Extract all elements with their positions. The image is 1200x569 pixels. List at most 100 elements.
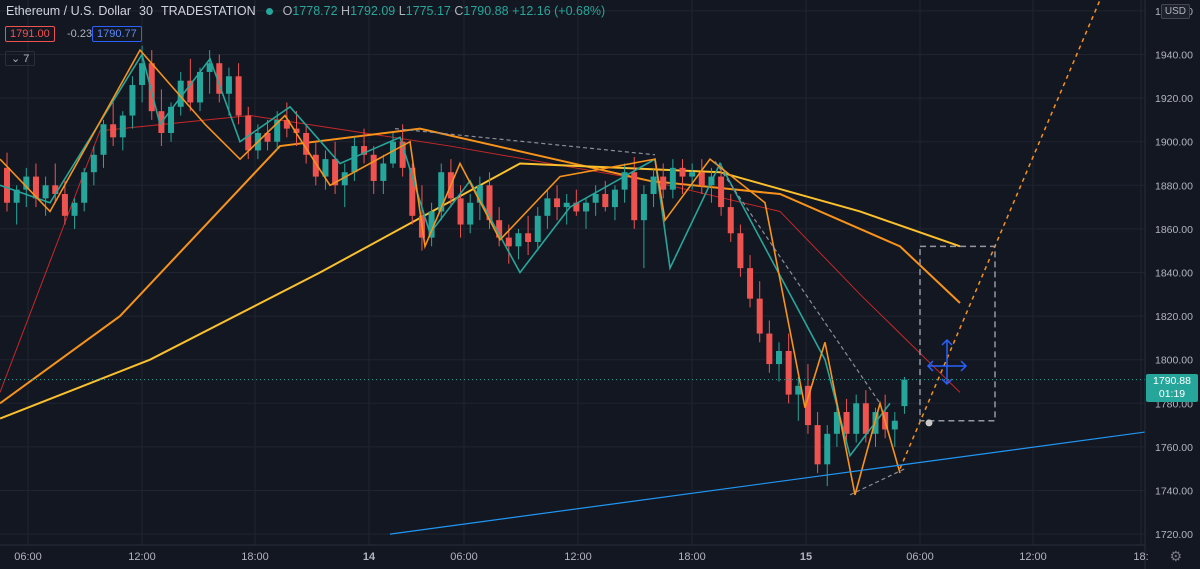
candle — [293, 111, 300, 147]
candle — [428, 202, 435, 247]
sell-price-button[interactable]: 1791.00 — [5, 26, 55, 42]
candle-body — [428, 211, 435, 238]
candle-body — [737, 233, 744, 269]
candle-body — [727, 207, 734, 234]
currency-button[interactable]: USD — [1160, 4, 1190, 19]
buy-price-button[interactable]: 1790.77 — [92, 26, 142, 42]
price-axis[interactable]: 1720.001740.001760.001780.001800.001820.… — [1144, 0, 1200, 569]
candle-body — [853, 403, 860, 434]
candle — [718, 163, 725, 216]
candle — [563, 194, 570, 225]
time-tick-label: 06:00 — [906, 551, 934, 563]
candle-body — [225, 76, 232, 94]
candle-body — [756, 298, 763, 334]
candle — [225, 67, 232, 116]
interval[interactable]: 30 — [139, 4, 153, 18]
drawing-tools[interactable] — [0, 0, 1149, 535]
time-tick-label: 06:00 — [14, 551, 42, 563]
candle — [698, 159, 705, 195]
candle-body — [747, 268, 754, 299]
candle — [756, 281, 763, 343]
candle-body — [312, 154, 319, 177]
candle-body — [602, 194, 609, 208]
candle-body — [785, 350, 792, 395]
candle — [583, 198, 589, 229]
candle-body — [640, 194, 647, 221]
candle — [322, 150, 329, 190]
price-tick-label: 1820.00 — [1155, 311, 1193, 323]
candle — [467, 194, 474, 234]
candle — [90, 146, 97, 186]
time-tick-label: 12:00 — [564, 551, 592, 563]
change-value: +12.16 (+0.68%) — [512, 4, 606, 18]
candle-body — [197, 71, 203, 103]
candle-body — [679, 167, 686, 177]
candle — [351, 137, 358, 181]
candle — [814, 412, 821, 474]
candle — [525, 215, 532, 256]
candle-body — [669, 167, 676, 190]
time-tick-label: 18:00 — [241, 551, 269, 563]
time-tick-label: 06:00 — [450, 551, 478, 563]
candle-body — [804, 385, 811, 426]
symbol-name[interactable]: Ethereum / U.S. Dollar — [6, 4, 132, 18]
candle-body — [148, 63, 155, 112]
candle — [274, 111, 281, 151]
candle — [747, 255, 754, 308]
candle-body — [274, 119, 281, 142]
candle — [640, 185, 647, 269]
candle — [409, 163, 416, 225]
price-axis-bg — [1145, 0, 1200, 569]
candle-body — [283, 119, 290, 129]
candle-body — [486, 185, 493, 221]
candle-body — [177, 80, 184, 107]
candle-body — [351, 146, 358, 173]
candle — [611, 185, 618, 221]
moving-average-line — [0, 115, 961, 393]
time-axis[interactable]: 06:00 12:00 18:00 14 06:00 12:00 18:00 15 06:00 1… — [0, 544, 1149, 563]
candle — [438, 163, 445, 221]
candle-body — [399, 141, 406, 168]
candle — [592, 185, 599, 216]
candle-body — [380, 163, 387, 181]
candle — [341, 163, 348, 208]
zigzag-orange-line — [0, 48, 901, 496]
candle-body — [332, 159, 339, 186]
candle-body — [631, 172, 638, 221]
candle-body — [409, 167, 416, 216]
candle — [689, 163, 696, 190]
candle-body — [698, 172, 705, 186]
candle-body — [216, 63, 223, 94]
candle-body — [901, 379, 908, 407]
candle — [119, 111, 126, 151]
candle — [380, 154, 387, 195]
candle-body — [187, 80, 194, 103]
candle — [727, 194, 734, 242]
indicators-toggle-button[interactable]: ⌄ 7 — [5, 51, 36, 66]
candle-body — [505, 237, 512, 247]
candle-body — [476, 185, 483, 203]
candle-body — [515, 233, 522, 247]
time-tick-label: 12:00 — [128, 551, 156, 563]
candle — [81, 167, 88, 212]
moving-average-line — [0, 127, 961, 405]
candle — [833, 403, 840, 447]
dashed-trend-line — [849, 468, 906, 496]
candle — [795, 377, 802, 421]
candle-body — [81, 172, 88, 203]
candle-body — [534, 215, 541, 242]
candle-body — [322, 159, 329, 177]
exchange-name: TRADESTATION — [160, 4, 256, 18]
time-tick-label: 18: — [1133, 551, 1148, 563]
candle-body — [139, 63, 146, 86]
candle-body — [90, 154, 97, 173]
candle-body — [891, 420, 898, 430]
candle-body — [621, 172, 628, 190]
candle-body — [467, 202, 474, 225]
candle-body — [766, 333, 773, 365]
settings-gear-icon[interactable]: ⚙ — [1169, 548, 1182, 564]
candle — [891, 412, 898, 447]
time-tick-label: 18:00 — [678, 551, 706, 563]
candle — [32, 163, 39, 208]
